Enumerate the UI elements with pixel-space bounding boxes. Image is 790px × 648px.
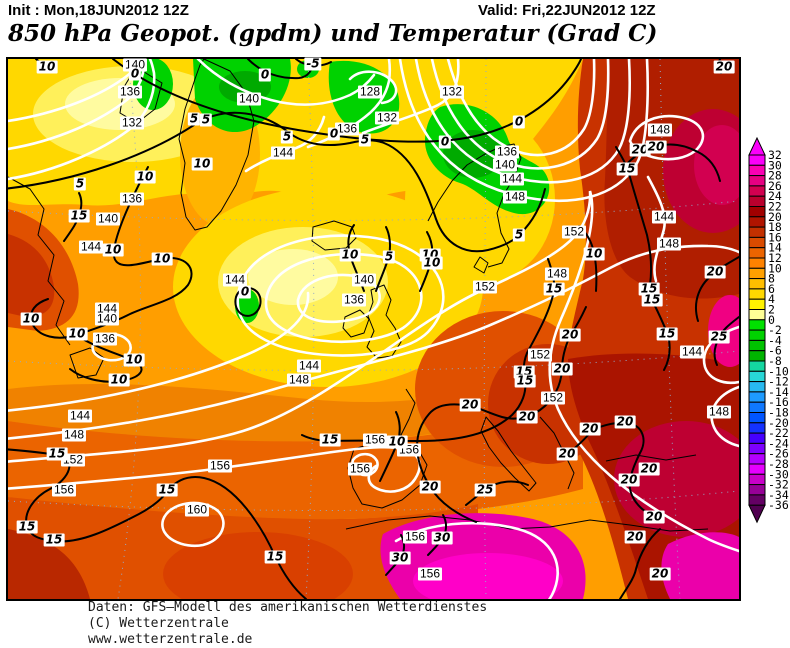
colorbar: 32302826242220181614121086420-2-4-6-8-10… [746, 137, 790, 527]
colorbar-segment [749, 186, 765, 196]
colorbar-segment [749, 402, 765, 412]
colorbar-segment [749, 207, 765, 217]
colorbar-segment [749, 155, 765, 165]
footer-credits: Daten: GFS—Modell des amerikanischen Wet… [88, 600, 487, 648]
colorbar-segment [749, 382, 765, 392]
colorbar-segment [749, 485, 765, 495]
weather-chart-page: { "header": { "init": "Init : Mon,18JUN2… [0, 0, 790, 648]
map-canvas: 1401361321401281321361321441361401441481… [6, 57, 741, 601]
colorbar-segment [749, 423, 765, 433]
colorbar-segment [749, 268, 765, 278]
colorbar-svg: 32302826242220181614121086420-2-4-6-8-10… [746, 137, 790, 527]
init-time-text: Init : Mon,18JUN2012 12Z [8, 2, 189, 19]
colorbar-segment [749, 371, 765, 381]
colorbar-segment [749, 433, 765, 443]
footer-copyright: (C) Wetterzentrale [88, 616, 229, 631]
colorbar-segment [749, 330, 765, 340]
colorbar-segment [749, 196, 765, 206]
colorbar-arrow-down [749, 505, 765, 522]
colorbar-segment [749, 454, 765, 464]
colorbar-segment [749, 176, 765, 186]
colorbar-segment [749, 392, 765, 402]
colorbar-segment [749, 227, 765, 237]
colorbar-tick-label: -36 [768, 498, 789, 512]
colorbar-segment [749, 340, 765, 350]
colorbar-segment [749, 495, 765, 505]
colorbar-segment [749, 413, 765, 423]
footer-url: www.wetterzentrale.de [88, 632, 252, 647]
colorbar-segment [749, 279, 765, 289]
page-title: 850 hPa Geopot. (gpdm) und Temperatur (G… [8, 20, 657, 47]
footer-data-source: Daten: GFS—Modell des amerikanischen Wet… [88, 600, 487, 615]
colorbar-segment [749, 299, 765, 309]
colorbar-segment [749, 248, 765, 258]
colorbar-arrow-up [749, 138, 765, 155]
colorbar-segment [749, 217, 765, 227]
colorbar-segment [749, 464, 765, 474]
colorbar-segment [749, 310, 765, 320]
colorbar-segment [749, 351, 765, 361]
map-svg [8, 59, 739, 599]
colorbar-segment [749, 237, 765, 247]
colorbar-segment [749, 361, 765, 371]
valid-time-text: Valid: Fri,22JUN2012 12Z [478, 2, 656, 19]
colorbar-segment [749, 320, 765, 330]
colorbar-segment [749, 289, 765, 299]
colorbar-segment [749, 165, 765, 175]
colorbar-segment [749, 443, 765, 453]
colorbar-segment [749, 474, 765, 484]
colorbar-segment [749, 258, 765, 268]
